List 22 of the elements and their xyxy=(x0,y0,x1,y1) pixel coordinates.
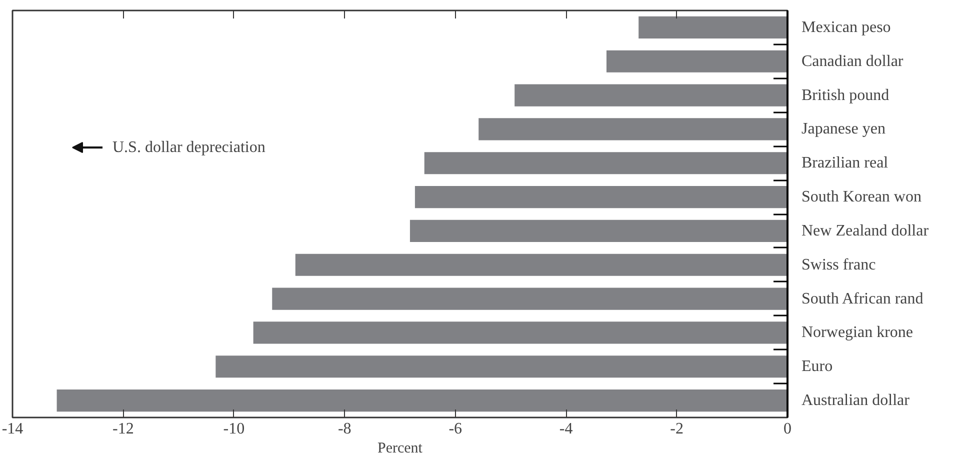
y-tick-label: British pound xyxy=(802,86,890,104)
x-tick-label: -2 xyxy=(670,420,684,438)
y-tick-label: Canadian dollar xyxy=(802,52,904,70)
y-tick-label: South Korean won xyxy=(802,188,922,206)
y-tick-label: South African rand xyxy=(802,290,924,308)
x-tick-label: -10 xyxy=(223,420,245,438)
y-tick-label: Euro xyxy=(802,358,833,376)
y-tick-label: Swiss franc xyxy=(802,256,876,274)
y-tick-label: New Zealand dollar xyxy=(802,222,930,240)
x-tick-label: -12 xyxy=(112,420,134,438)
y-tick-label: Mexican peso xyxy=(802,18,891,36)
y-tick-label: Norwegian krone xyxy=(802,324,914,342)
annotation: U.S. dollar depreciation xyxy=(112,139,266,156)
x-tick-label: -8 xyxy=(338,420,352,438)
x-tick-label: 0 xyxy=(784,420,792,438)
y-tick-label: Japanese yen xyxy=(802,120,886,138)
x-tick-label: -4 xyxy=(559,420,573,438)
y-tick-label: Brazilian real xyxy=(802,154,889,172)
x-tick-label: -14 xyxy=(2,420,24,438)
x-axis-title: Percent xyxy=(378,440,424,456)
x-tick-label: -6 xyxy=(448,420,462,438)
y-tick-label: Australian dollar xyxy=(802,392,910,410)
